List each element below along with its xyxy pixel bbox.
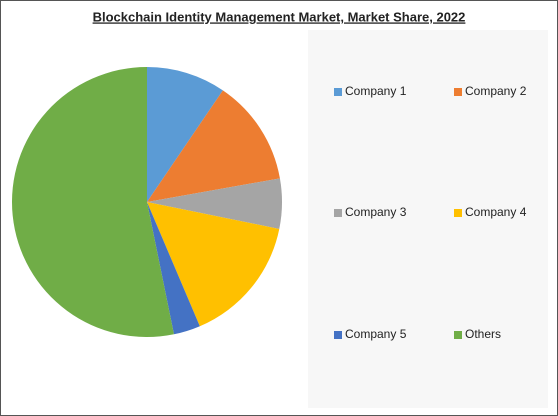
legend-swatch (454, 88, 462, 96)
legend-label: Company 2 (465, 84, 527, 98)
chart-title: Blockchain Identity Management Market, M… (93, 9, 466, 24)
pie-slice (11, 67, 174, 338)
pie-slice (147, 202, 280, 327)
legend-swatch (454, 331, 462, 339)
legend-swatch (334, 88, 342, 96)
pie-slice (147, 90, 280, 202)
legend-label: Others (465, 327, 501, 341)
legend-label: Company 5 (345, 327, 407, 341)
pie-slice (147, 202, 200, 335)
legend-swatch (334, 331, 342, 339)
legend-label: Company 4 (465, 205, 527, 219)
pie-slice (147, 178, 283, 229)
legend-label: Company 1 (345, 84, 407, 98)
pie-slice (147, 67, 223, 202)
legend-swatch (334, 209, 342, 217)
legend-label: Company 3 (345, 205, 407, 219)
legend-box (308, 30, 548, 408)
legend-swatch (454, 209, 462, 217)
